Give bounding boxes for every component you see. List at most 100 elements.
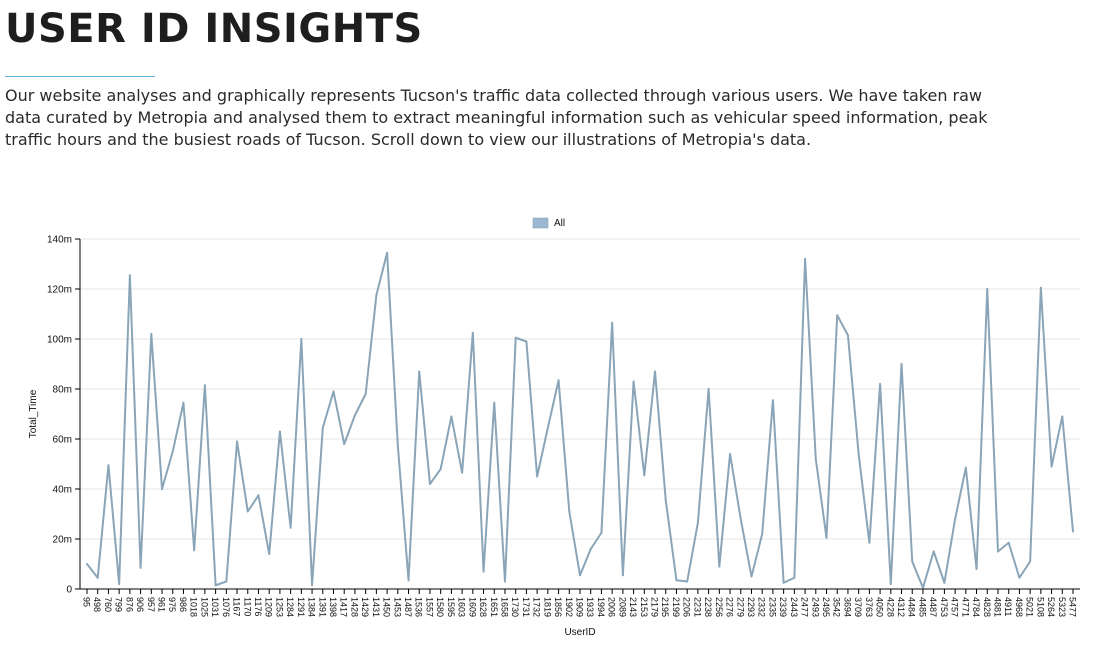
x-tick-label: 1431 — [371, 597, 381, 617]
x-tick-label: 1284 — [285, 597, 295, 617]
x-tick-label: 1487 — [403, 597, 413, 617]
data-point — [193, 549, 196, 552]
data-point — [782, 581, 785, 584]
legend[interactable]: All — [532, 217, 565, 229]
x-tick-label: 1856 — [553, 597, 563, 617]
data-point — [846, 334, 849, 337]
x-tick-label: 975 — [167, 597, 177, 612]
data-point — [343, 443, 346, 445]
x-tick-label: 2293 — [746, 597, 756, 617]
y-tick-label: 20m — [53, 535, 72, 546]
legend-swatch[interactable] — [532, 217, 549, 229]
x-tick-label: 1730 — [510, 597, 520, 617]
data-point — [1029, 560, 1032, 563]
x-axis-label: UserID — [564, 627, 595, 638]
x-tick-label: 1176 — [253, 597, 263, 616]
data-point — [879, 383, 882, 385]
x-tick-label: 1031 — [210, 597, 220, 617]
data-point — [996, 550, 999, 553]
x-tick-label: 2089 — [617, 597, 627, 617]
data-point — [589, 548, 592, 550]
x-tick-label: 1428 — [349, 597, 359, 617]
x-tick-label: 4484 — [907, 597, 917, 617]
data-point — [161, 488, 164, 490]
x-tick-label: 5264 — [1046, 597, 1056, 617]
data-point — [150, 333, 153, 335]
data-point — [128, 274, 131, 277]
y-tick-label: 120m — [47, 285, 72, 296]
x-tick-label: 957 — [146, 597, 156, 612]
data-point — [1050, 465, 1053, 468]
x-tick-label: 1076 — [221, 597, 231, 617]
data-point — [375, 294, 378, 297]
data-point — [482, 570, 485, 573]
page-title: USER ID INSIGHTS — [5, 6, 423, 52]
data-point — [911, 560, 914, 563]
data-point — [118, 583, 121, 585]
x-tick-label: 5021 — [1025, 597, 1035, 617]
user-id-line-chart: 0 20m 40m 60m 80m 100m 120m 140m 95 498 760 799 876… — [28, 217, 1080, 638]
x-tick-label: 1417 — [339, 597, 349, 617]
data-point — [868, 541, 871, 544]
data-point — [364, 393, 367, 395]
data-point — [300, 338, 303, 340]
data-point — [707, 388, 710, 390]
x-tick-label: 1025 — [199, 597, 209, 617]
data-point — [86, 563, 88, 565]
data-point — [257, 494, 260, 497]
x-tick-label: 1291 — [296, 597, 306, 617]
data-point — [568, 510, 571, 513]
x-tick-label: 1209 — [264, 597, 274, 617]
x-tick-label: 1384 — [307, 597, 317, 617]
x-tick-label: 2477 — [800, 597, 810, 617]
x-tick-label: 4911 — [1003, 597, 1013, 616]
data-point — [986, 288, 989, 290]
data-point — [975, 568, 978, 570]
x-tick-label: 2276 — [725, 597, 735, 617]
data-point — [771, 399, 774, 402]
x-tick-label: 1732 — [532, 597, 542, 617]
x-tick-label: 1453 — [392, 597, 402, 617]
x-tick-label: 4487 — [928, 597, 938, 617]
x-tick-label: 1603 — [457, 597, 467, 617]
x-tick-label: 4757 — [950, 597, 960, 617]
x-tick-label: 4881 — [992, 597, 1002, 617]
data-point — [407, 579, 410, 582]
x-tick-label: 4312 — [896, 597, 906, 617]
x-tick-label: 876 — [124, 597, 134, 612]
x-tick-label: 906 — [135, 597, 145, 612]
x-tick-label: 1909 — [575, 597, 585, 617]
data-point — [461, 471, 464, 474]
y-tick-label: 80m — [53, 385, 72, 396]
data-point — [654, 370, 657, 373]
data-point — [696, 521, 699, 524]
data-point — [353, 414, 356, 417]
x-tick-label: 1253 — [274, 597, 284, 617]
data-point — [525, 340, 528, 343]
gridlines — [80, 238, 1080, 540]
data-point — [900, 363, 903, 365]
data-point — [675, 579, 678, 582]
x-tick-label: 4784 — [971, 597, 981, 617]
y-tick-label: 40m — [53, 485, 72, 496]
x-ticks: 95 498 760 799 876 906 957 961 975 986 1018 1025 103… — [82, 589, 1078, 617]
x-tick-label: 2443 — [789, 597, 799, 617]
x-tick-label: 1651 — [489, 597, 499, 617]
x-tick-label: 4828 — [982, 597, 992, 617]
data-point — [225, 580, 228, 583]
data-point — [514, 336, 517, 339]
y-tick-label: 60m — [53, 435, 72, 446]
data-point — [278, 430, 281, 433]
x-tick-label: 1018 — [189, 597, 199, 617]
x-tick-label: 1658 — [499, 597, 509, 617]
data-point — [107, 464, 110, 467]
x-tick-label: 2179 — [650, 597, 660, 617]
data-point — [503, 580, 506, 583]
x-tick-label: 2195 — [660, 597, 670, 617]
legend-label[interactable]: All — [554, 218, 565, 229]
x-tick-label: 2256 — [714, 597, 724, 617]
x-tick-label: 1398 — [328, 597, 338, 617]
x-tick-label: 5108 — [1035, 597, 1045, 617]
x-tick-label: 5323 — [1057, 597, 1067, 617]
data-point — [750, 575, 753, 578]
